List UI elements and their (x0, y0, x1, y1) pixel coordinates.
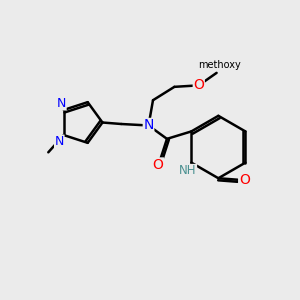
Text: O: O (239, 173, 250, 187)
Text: methoxy: methoxy (198, 59, 241, 70)
Text: N: N (55, 135, 64, 148)
Text: N: N (143, 118, 154, 133)
Text: N: N (57, 97, 66, 110)
Text: NH: NH (179, 164, 196, 178)
Text: O: O (153, 158, 164, 172)
Text: O: O (193, 78, 204, 92)
